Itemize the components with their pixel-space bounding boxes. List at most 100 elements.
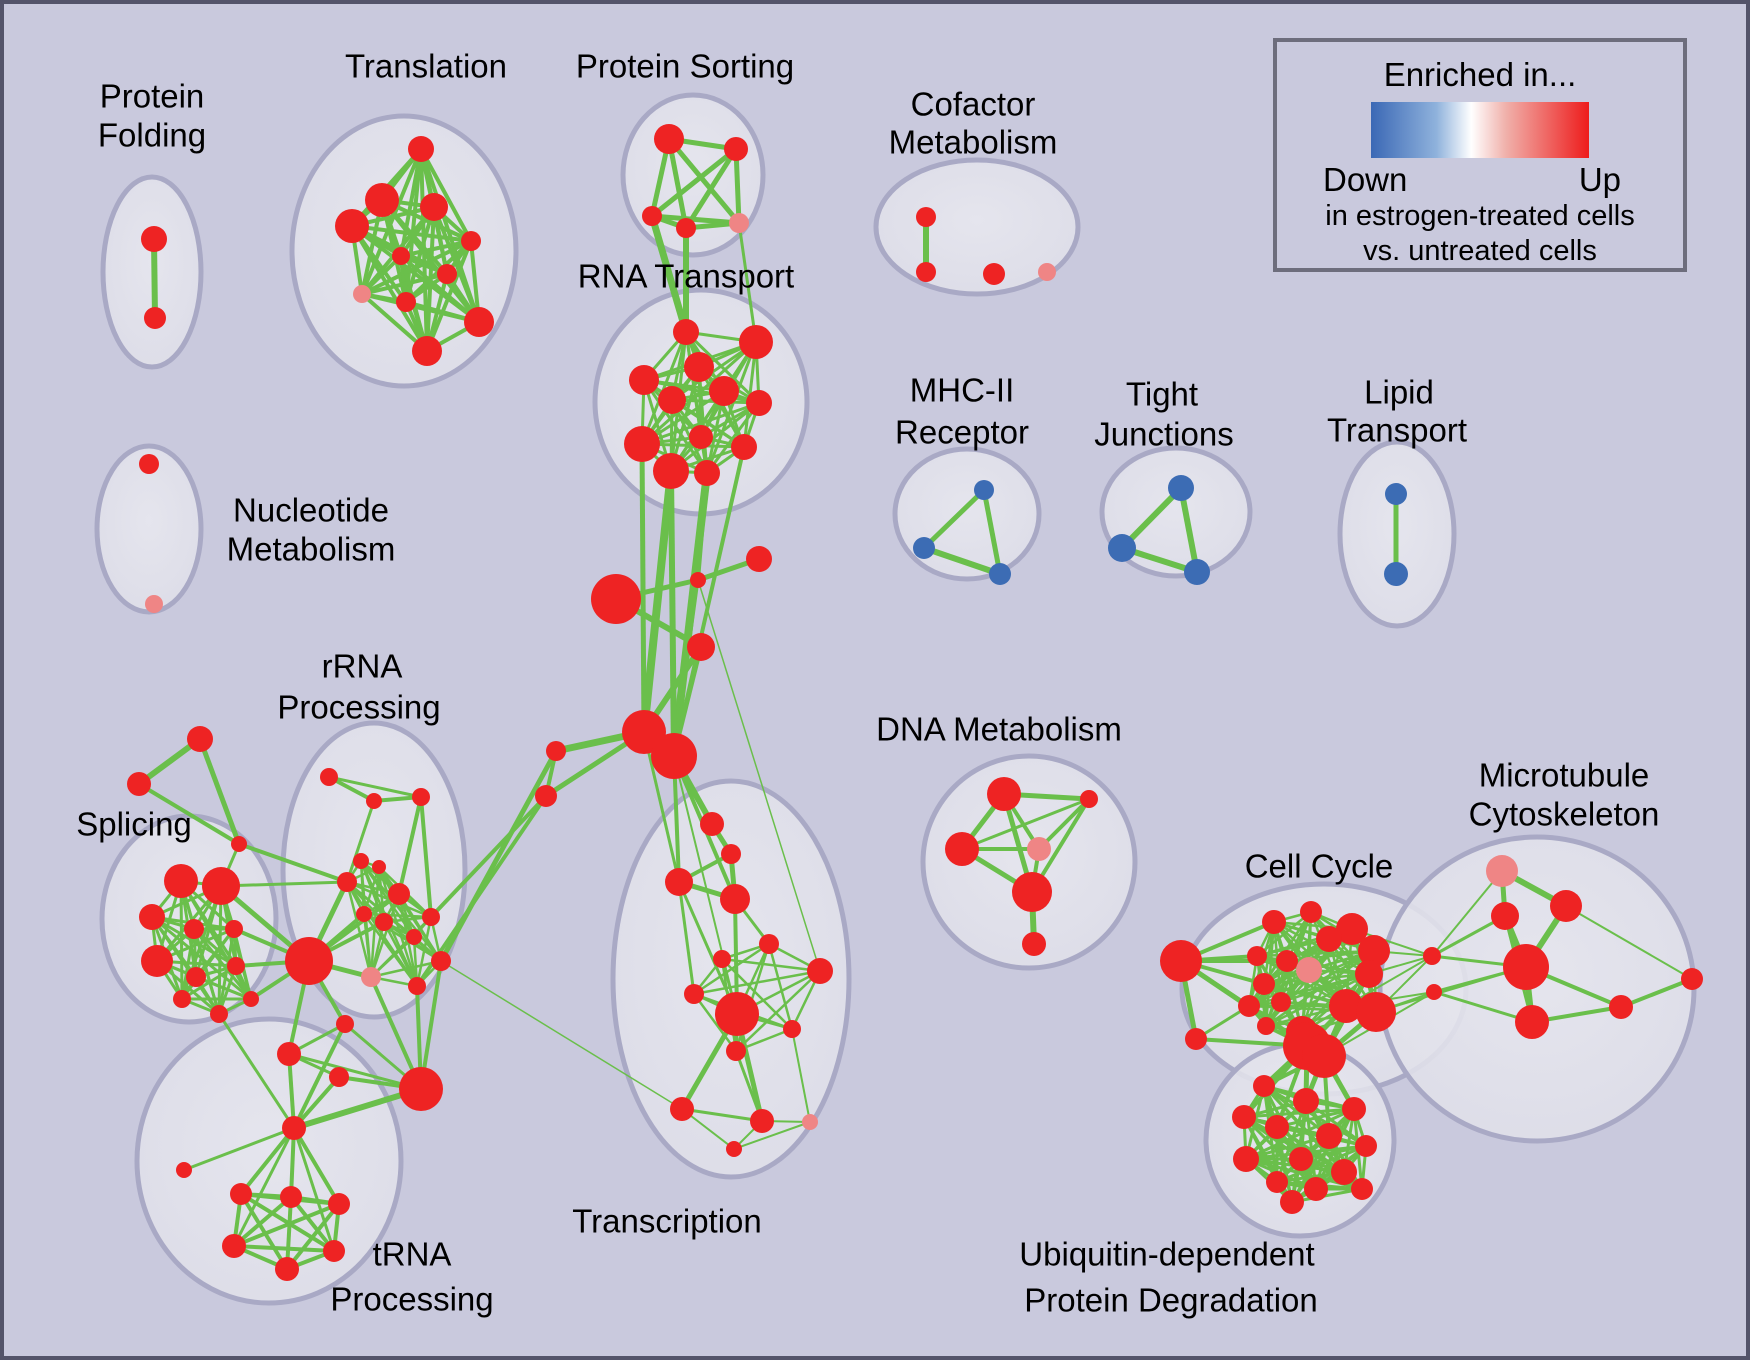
node-s9[interactable] bbox=[210, 1005, 228, 1023]
node-u12[interactable] bbox=[1280, 1190, 1304, 1214]
node-h2[interactable] bbox=[230, 1183, 252, 1205]
node-q2[interactable] bbox=[412, 788, 430, 806]
node-v0[interactable] bbox=[1486, 855, 1518, 887]
node-t10[interactable] bbox=[412, 336, 442, 366]
node-r8[interactable] bbox=[624, 426, 660, 462]
node-q13[interactable] bbox=[361, 967, 381, 987]
node-g3[interactable] bbox=[687, 633, 715, 661]
node-s3[interactable] bbox=[184, 919, 204, 939]
node-s4[interactable] bbox=[225, 920, 243, 938]
node-k8[interactable] bbox=[1355, 960, 1383, 988]
node-t0[interactable] bbox=[408, 136, 434, 162]
node-h1[interactable] bbox=[176, 1162, 192, 1178]
node-q18[interactable] bbox=[329, 1067, 349, 1087]
node-q12[interactable] bbox=[285, 937, 333, 985]
node-r0[interactable] bbox=[673, 319, 699, 345]
node-k2[interactable] bbox=[1336, 913, 1368, 945]
node-k0[interactable] bbox=[1262, 910, 1286, 934]
node-j0[interactable] bbox=[1168, 475, 1194, 501]
node-p2[interactable] bbox=[642, 206, 662, 226]
node-v2[interactable] bbox=[1491, 902, 1519, 930]
node-m1[interactable] bbox=[913, 537, 935, 559]
node-k19[interactable] bbox=[1185, 1028, 1207, 1050]
node-v4[interactable] bbox=[1515, 1005, 1549, 1039]
node-q4[interactable] bbox=[372, 860, 386, 874]
node-k10[interactable] bbox=[1238, 995, 1260, 1017]
node-r1[interactable] bbox=[739, 325, 773, 359]
node-pf0[interactable] bbox=[141, 226, 167, 252]
node-x9[interactable] bbox=[783, 1020, 801, 1038]
node-b1[interactable] bbox=[1426, 984, 1442, 1000]
node-h4[interactable] bbox=[328, 1193, 350, 1215]
node-k13[interactable] bbox=[1356, 992, 1396, 1032]
node-q8[interactable] bbox=[375, 913, 393, 931]
node-x12[interactable] bbox=[750, 1109, 774, 1133]
node-g1[interactable] bbox=[690, 572, 706, 588]
node-d3[interactable] bbox=[1027, 837, 1051, 861]
node-x3[interactable] bbox=[720, 884, 750, 914]
node-d4[interactable] bbox=[1012, 872, 1052, 912]
node-u7[interactable] bbox=[1233, 1146, 1259, 1172]
node-x8[interactable] bbox=[715, 992, 759, 1036]
node-s0[interactable] bbox=[164, 864, 198, 898]
node-r4[interactable] bbox=[709, 376, 739, 406]
node-t1[interactable] bbox=[365, 183, 399, 217]
node-t4[interactable] bbox=[461, 231, 481, 251]
node-u10[interactable] bbox=[1266, 1171, 1288, 1193]
node-q10[interactable] bbox=[406, 929, 422, 945]
node-b0[interactable] bbox=[1423, 947, 1441, 965]
node-k1[interactable] bbox=[1300, 901, 1322, 923]
node-l0[interactable] bbox=[1385, 483, 1407, 505]
node-k5[interactable] bbox=[1247, 946, 1267, 966]
node-t6[interactable] bbox=[437, 264, 457, 284]
node-k11[interactable] bbox=[1271, 992, 1291, 1012]
node-c2[interactable] bbox=[983, 263, 1005, 285]
node-s1[interactable] bbox=[202, 867, 240, 905]
node-q6[interactable] bbox=[388, 883, 410, 905]
node-u6[interactable] bbox=[1355, 1135, 1377, 1157]
node-x0[interactable] bbox=[700, 812, 724, 836]
node-r3[interactable] bbox=[629, 365, 659, 395]
node-t5[interactable] bbox=[392, 247, 410, 265]
node-x4[interactable] bbox=[759, 934, 779, 954]
node-j1[interactable] bbox=[1108, 534, 1136, 562]
node-k17[interactable] bbox=[1302, 1034, 1346, 1078]
node-u3[interactable] bbox=[1232, 1105, 1256, 1129]
node-d2[interactable] bbox=[945, 832, 979, 866]
node-q7[interactable] bbox=[356, 906, 372, 922]
node-r9[interactable] bbox=[731, 434, 757, 460]
node-h6[interactable] bbox=[323, 1240, 345, 1262]
node-u2[interactable] bbox=[1342, 1097, 1366, 1121]
node-g7[interactable] bbox=[535, 785, 557, 807]
node-a0[interactable] bbox=[187, 726, 213, 752]
node-q0[interactable] bbox=[320, 768, 338, 786]
node-x11[interactable] bbox=[670, 1097, 694, 1121]
node-g5[interactable] bbox=[651, 733, 697, 779]
node-u0[interactable] bbox=[1253, 1075, 1275, 1097]
node-u4[interactable] bbox=[1265, 1115, 1289, 1139]
node-q15[interactable] bbox=[336, 1015, 354, 1033]
node-k18[interactable] bbox=[1160, 940, 1202, 982]
node-c0[interactable] bbox=[916, 207, 936, 227]
node-k6[interactable] bbox=[1276, 950, 1298, 972]
node-h0[interactable] bbox=[282, 1116, 306, 1140]
node-r7[interactable] bbox=[689, 425, 713, 449]
node-j2[interactable] bbox=[1184, 559, 1210, 585]
node-s10[interactable] bbox=[243, 991, 259, 1007]
node-r5[interactable] bbox=[658, 386, 686, 414]
node-t9[interactable] bbox=[464, 307, 494, 337]
node-h5[interactable] bbox=[222, 1234, 246, 1258]
node-r2[interactable] bbox=[684, 352, 714, 382]
node-g6[interactable] bbox=[546, 741, 566, 761]
node-g4[interactable] bbox=[622, 710, 666, 754]
node-c3[interactable] bbox=[1038, 263, 1056, 281]
node-t2[interactable] bbox=[420, 193, 448, 221]
node-x1[interactable] bbox=[721, 844, 741, 864]
node-m0[interactable] bbox=[974, 480, 994, 500]
node-d5[interactable] bbox=[1022, 932, 1046, 956]
node-q14[interactable] bbox=[408, 977, 426, 995]
node-s5[interactable] bbox=[141, 945, 173, 977]
node-u13[interactable] bbox=[1351, 1178, 1373, 1200]
node-q1[interactable] bbox=[366, 793, 382, 809]
node-k3[interactable] bbox=[1316, 926, 1342, 952]
